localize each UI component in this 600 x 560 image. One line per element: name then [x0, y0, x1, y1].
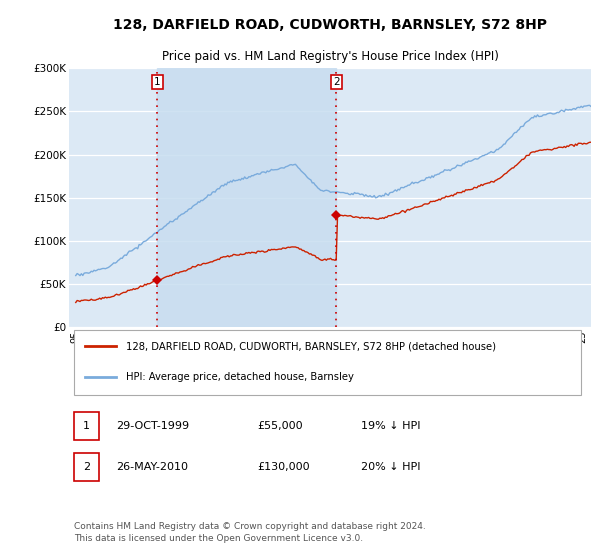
Text: 20% ↓ HPI: 20% ↓ HPI: [361, 461, 421, 472]
Text: HPI: Average price, detached house, Barnsley: HPI: Average price, detached house, Barn…: [127, 372, 354, 381]
Bar: [74, 452, 99, 480]
Text: 128, DARFIELD ROAD, CUDWORTH, BARNSLEY, S72 8HP (detached house): 128, DARFIELD ROAD, CUDWORTH, BARNSLEY, …: [127, 342, 496, 352]
Text: 26-MAY-2010: 26-MAY-2010: [116, 461, 188, 472]
Bar: [74, 412, 99, 440]
Text: Price paid vs. HM Land Registry's House Price Index (HPI): Price paid vs. HM Land Registry's House …: [161, 50, 499, 63]
Text: 128, DARFIELD ROAD, CUDWORTH, BARNSLEY, S72 8HP: 128, DARFIELD ROAD, CUDWORTH, BARNSLEY, …: [113, 18, 547, 32]
Text: 2: 2: [83, 461, 91, 472]
Text: 19% ↓ HPI: 19% ↓ HPI: [361, 421, 421, 431]
Text: Contains HM Land Registry data © Crown copyright and database right 2024.
This d: Contains HM Land Registry data © Crown c…: [74, 522, 426, 543]
Text: 29-OCT-1999: 29-OCT-1999: [116, 421, 189, 431]
Bar: [157, 68, 336, 328]
Text: 2: 2: [333, 77, 340, 87]
Text: 1: 1: [154, 77, 161, 87]
Text: 1: 1: [83, 421, 90, 431]
Text: £55,000: £55,000: [257, 421, 302, 431]
Text: £130,000: £130,000: [257, 461, 310, 472]
